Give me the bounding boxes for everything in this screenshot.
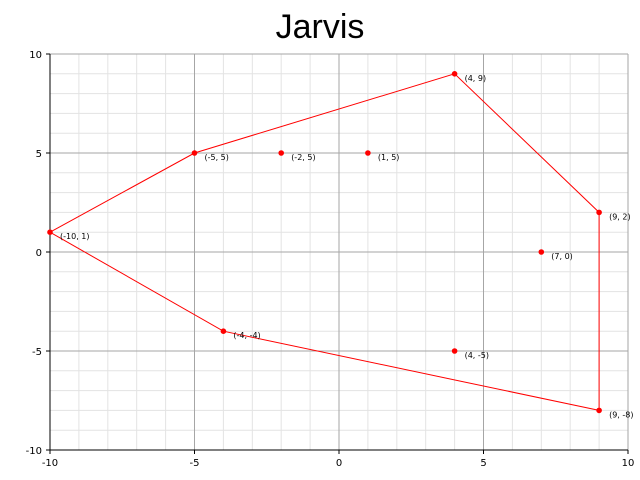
- point-label: (-4, -4): [233, 331, 260, 340]
- y-tick-label: 5: [36, 149, 42, 160]
- point-label: (-10, 1): [60, 232, 89, 241]
- y-tick-label: -10: [26, 446, 42, 457]
- data-point: [365, 150, 371, 156]
- point-label: (7, 0): [551, 252, 573, 261]
- x-tick-label: -5: [190, 458, 200, 469]
- point-label: (1, 5): [378, 153, 400, 162]
- data-point: [596, 407, 602, 414]
- data-point: [451, 348, 458, 354]
- chart-title: Jarvis: [275, 8, 365, 46]
- axes: -10 -5 0 5 10 -10 -5 0 5 10: [26, 50, 635, 469]
- point-label: (4, -5): [465, 351, 489, 360]
- point-label: (4, 9): [465, 74, 487, 83]
- convex-hull: [49, 73, 600, 412]
- x-tick-label: 10: [622, 458, 635, 469]
- y-tick-label: -5: [32, 347, 42, 358]
- point-labels: (-10, 1) (-5, 5) (-2, 5) (1, 5) (4, 9) (9, 2)…: [60, 74, 634, 420]
- x-tick-label: -10: [42, 458, 58, 469]
- point-label: (9, -8): [609, 410, 633, 419]
- data-point: [538, 249, 545, 255]
- x-tick-label: 0: [336, 458, 342, 469]
- data-point: [191, 150, 198, 156]
- point-label: (9, 2): [609, 212, 631, 221]
- point-label: (-2, 5): [291, 153, 315, 162]
- data-point: [220, 328, 227, 335]
- grid: [49, 53, 629, 451]
- data-point: [278, 150, 285, 156]
- x-tick-label: 5: [480, 458, 486, 469]
- point-label: (-5, 5): [205, 153, 229, 162]
- data-point: [47, 229, 53, 235]
- hull-line: [49, 73, 600, 412]
- data-point: [596, 209, 602, 216]
- data-points: [47, 71, 602, 414]
- y-tick-label: 10: [29, 50, 42, 61]
- y-tick-label: 0: [36, 248, 42, 259]
- data-point: [451, 71, 458, 77]
